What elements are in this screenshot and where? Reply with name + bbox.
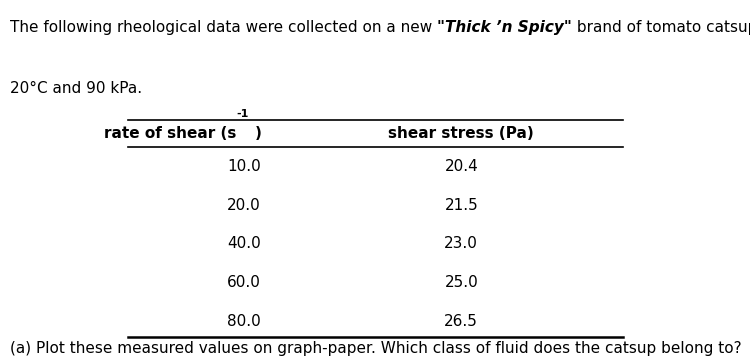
Text: 20.4: 20.4 bbox=[444, 159, 478, 174]
Text: The following rheological data were collected on a new: The following rheological data were coll… bbox=[10, 20, 436, 35]
Text: 60.0: 60.0 bbox=[226, 275, 261, 290]
Text: brand of tomato catsup at: brand of tomato catsup at bbox=[572, 20, 750, 35]
Text: (a) Plot these measured values on graph-paper. Which class of fluid does the cat: (a) Plot these measured values on graph-… bbox=[10, 341, 741, 356]
Text: 10.0: 10.0 bbox=[226, 159, 261, 174]
Text: rate of shear (s: rate of shear (s bbox=[104, 126, 236, 141]
Text: 26.5: 26.5 bbox=[444, 314, 478, 329]
Text: 25.0: 25.0 bbox=[444, 275, 478, 290]
Text: shear stress (Pa): shear stress (Pa) bbox=[388, 126, 534, 141]
Text: -1: -1 bbox=[236, 109, 248, 119]
Text: 80.0: 80.0 bbox=[226, 314, 261, 329]
Text: "Thick ’n Spicy": "Thick ’n Spicy" bbox=[436, 20, 572, 35]
Text: 20°C and 90 kPa.: 20°C and 90 kPa. bbox=[10, 81, 142, 96]
Text: 23.0: 23.0 bbox=[444, 236, 478, 251]
Text: ): ) bbox=[255, 126, 262, 141]
Text: 40.0: 40.0 bbox=[226, 236, 261, 251]
Text: 21.5: 21.5 bbox=[444, 198, 478, 213]
Text: 20.0: 20.0 bbox=[226, 198, 261, 213]
